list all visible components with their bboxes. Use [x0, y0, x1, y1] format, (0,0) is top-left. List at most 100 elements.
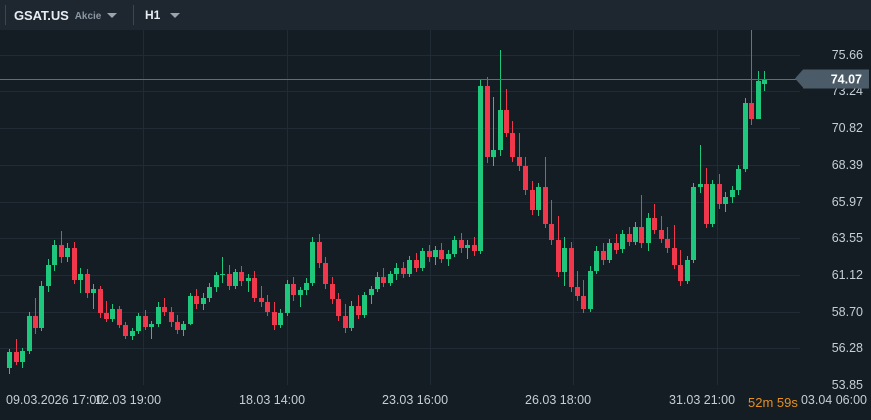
candle-wick [493, 96, 494, 167]
candle-wick [661, 216, 662, 244]
candle-body [362, 294, 367, 315]
candle-body [39, 285, 44, 329]
candle-wick [577, 270, 578, 301]
candle-wick [261, 285, 262, 308]
candle-body [504, 110, 509, 133]
candle-body [265, 302, 270, 312]
price-tick-label: 63.55 [831, 231, 863, 245]
candle-wick [300, 287, 301, 308]
candle-wick [500, 49, 501, 156]
candle-body [330, 284, 335, 300]
candle-body [659, 229, 664, 239]
candle-body [427, 251, 432, 258]
candle-body [452, 240, 457, 255]
candle-body [530, 190, 535, 211]
current-price-value: 74.07 [830, 72, 862, 86]
chevron-down-icon[interactable] [107, 12, 118, 18]
candle-body [59, 244, 64, 258]
chart-toolbar: GSAT.US Akcie H1 [0, 0, 871, 30]
candle-body [214, 275, 219, 288]
candle-body [478, 86, 483, 251]
candle-body [698, 184, 703, 188]
candle-body [91, 288, 96, 294]
candle-body [569, 247, 574, 288]
symbol-instrument-kind: Akcie [74, 10, 102, 22]
candle-wick [751, 30, 752, 126]
chevron-down-icon[interactable] [170, 12, 181, 18]
gridline-vertical [717, 30, 718, 385]
candle-body [517, 157, 522, 167]
candle-body [252, 278, 257, 298]
gridline-horizontal [0, 202, 800, 203]
candle-body [485, 86, 490, 158]
candle-body [72, 247, 77, 280]
candle-body [723, 196, 728, 205]
candle-body [594, 251, 599, 271]
toolbar-divider-left [5, 5, 6, 25]
price-tick-label: 56.28 [831, 341, 863, 355]
candle-body [710, 184, 715, 224]
gridline-vertical [430, 30, 431, 385]
candle-body [356, 305, 361, 315]
candle-body [730, 190, 735, 197]
candle-wick [164, 297, 165, 317]
price-tick-label: 53.85 [831, 378, 863, 392]
candlestick-plot[interactable] [0, 30, 800, 385]
candle-body [194, 296, 199, 304]
timeframe-selector[interactable]: H1 [145, 0, 181, 30]
candle-body [369, 288, 374, 295]
candle-body [136, 316, 141, 332]
symbol-ticker: GSAT.US [14, 7, 69, 23]
candle-body [201, 297, 206, 304]
countdown-minutes: 52m [748, 395, 774, 410]
time-tick-label: 12.03 19:00 [95, 393, 162, 407]
candle-wick [151, 320, 152, 339]
candle-body [704, 184, 709, 224]
candle-wick [641, 195, 642, 248]
candle-body [175, 322, 180, 330]
candle-body [420, 251, 425, 268]
symbol-selector[interactable]: GSAT.US Akcie [14, 0, 118, 30]
price-tick-label: 70.82 [831, 121, 863, 135]
candle-wick [674, 225, 675, 270]
candle-body [536, 187, 541, 211]
candle-body [117, 308, 122, 326]
candle-body [523, 166, 528, 191]
candle-body [756, 81, 761, 120]
candle-body [7, 352, 12, 368]
candle-body [607, 243, 612, 261]
candle-body [220, 273, 225, 276]
timeframe-label: H1 [145, 8, 161, 22]
candle-body [665, 238, 670, 248]
price-tick-label: 58.70 [831, 305, 863, 319]
candle-body [227, 273, 232, 286]
gridline-horizontal [0, 165, 800, 166]
price-axis[interactable]: 75.66 73.24 70.82 68.39 65.97 63.55 61.12 58.70… [795, 30, 871, 420]
candle-body [601, 251, 606, 261]
candle-body [588, 270, 593, 309]
price-tick-label: 61.12 [831, 268, 863, 282]
candle-body [130, 331, 135, 336]
time-tick-label: 31.03 21:00 [669, 393, 736, 407]
candle-body [510, 132, 515, 158]
time-axis[interactable]: 09.03.2026 17:00 12.03 19:00 18.03 14:00 23… [0, 385, 871, 420]
gridline-vertical [143, 30, 144, 385]
candle-body [672, 247, 677, 265]
gridline-horizontal [0, 312, 800, 313]
candle-body [317, 241, 322, 264]
candle-body [169, 311, 174, 323]
candle-wick [551, 199, 552, 245]
candle-body [639, 226, 644, 244]
bar-countdown-timer: 52m 59s [748, 395, 798, 410]
time-tick-label: 03.04 06:00 [800, 393, 867, 407]
time-tick-label: 18.03 14:00 [239, 393, 306, 407]
candle-body [46, 264, 51, 286]
candle-body [743, 102, 748, 170]
candle-wick [93, 284, 94, 309]
candle-body [543, 187, 548, 224]
candle-body [52, 244, 57, 265]
chart-canvas[interactable]: 75.66 73.24 70.82 68.39 65.97 63.55 61.12 58.70… [0, 30, 871, 420]
candle-body [78, 273, 83, 280]
candle-body [85, 273, 90, 294]
